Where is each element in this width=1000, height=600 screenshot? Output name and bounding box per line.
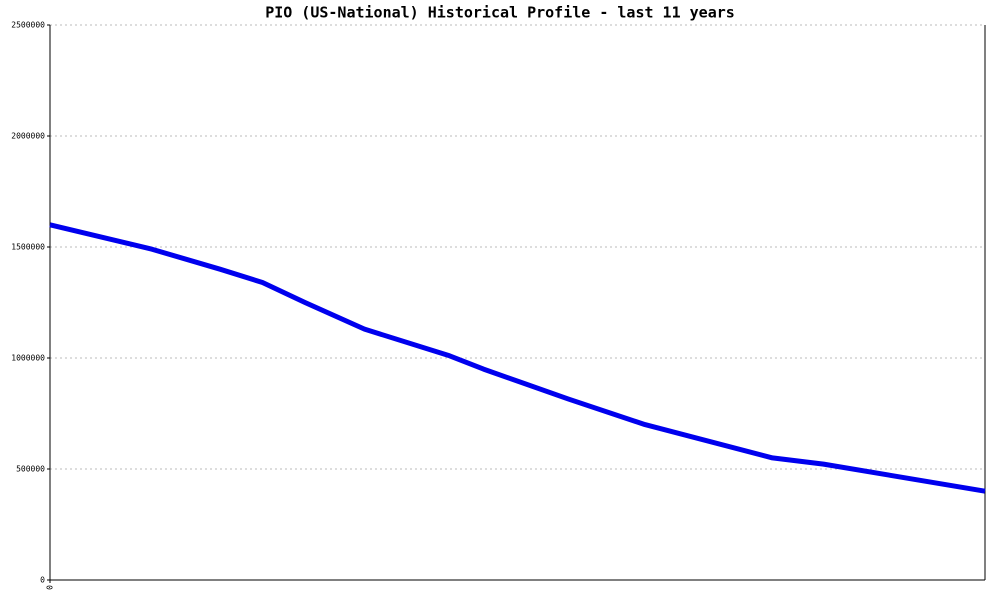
y-tick-label: 1000000 [11,354,45,363]
y-tick-label: 2000000 [11,132,45,141]
x-tick-label: 0 [46,585,55,590]
line-series [49,222,986,494]
y-tick-label: 2500000 [11,21,45,30]
y-tick-label: 1500000 [11,243,45,252]
chart-title: PIO (US-National) Historical Profile - l… [265,4,735,22]
y-tick-label: 0 [40,576,45,585]
y-tick-label: 500000 [16,465,45,474]
